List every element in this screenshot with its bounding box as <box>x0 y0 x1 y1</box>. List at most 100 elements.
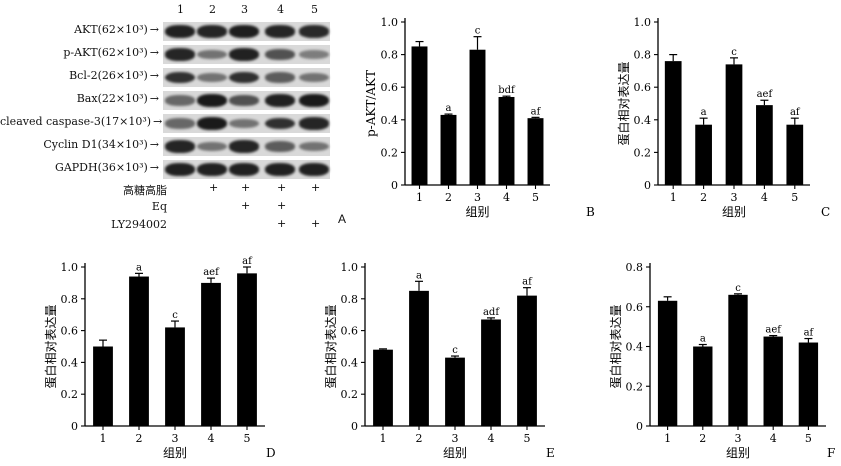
treatment-mark: + <box>311 181 321 194</box>
x-tick-label: 3 <box>731 191 738 204</box>
bar <box>693 346 713 426</box>
y-axis-label: p-AKT/AKT <box>364 70 378 137</box>
y-tick-label: 0.2 <box>61 388 79 401</box>
treatment-label: 高糖高脂 <box>123 184 167 197</box>
x-tick-label: 3 <box>474 191 481 204</box>
lane-number: 1 <box>177 3 184 16</box>
y-tick-label: 0.8 <box>381 49 399 62</box>
bar <box>798 342 819 426</box>
blot-band <box>229 163 259 176</box>
treatment-mark: + <box>311 217 321 230</box>
x-tick-label: 5 <box>244 432 251 445</box>
x-tick-label: 2 <box>416 432 423 445</box>
x-tick-label: 4 <box>208 432 215 445</box>
y-tick-label: 0.4 <box>381 114 399 127</box>
x-tick-label: 4 <box>770 432 777 445</box>
bar <box>469 49 486 186</box>
x-tick-label: 1 <box>380 432 387 445</box>
x-axis-label: 组别 <box>443 446 467 460</box>
significance-label: a <box>700 334 706 345</box>
x-tick-label: 1 <box>416 191 423 204</box>
treatment-label: LY294002 <box>111 218 167 231</box>
bar <box>657 300 678 426</box>
blot-band <box>265 72 295 83</box>
significance-label: af <box>790 107 801 118</box>
x-tick-label: 1 <box>100 432 107 445</box>
x-axis-label: 组别 <box>163 446 187 460</box>
treatment-mark: + <box>277 217 287 230</box>
y-tick-label: 0.8 <box>634 49 652 62</box>
significance-label: a <box>136 262 142 273</box>
bar <box>165 327 185 426</box>
bar-chart-c: 0 0.2 0.4 0.6 0.8 1.0 1 2 a 3 c 4 aef 5 af 组别 蛋白相对表达量 C <box>616 16 830 219</box>
blot-band <box>299 117 329 130</box>
bar <box>201 282 221 426</box>
blot-band <box>197 117 227 130</box>
y-tick-label: 0.4 <box>626 341 644 354</box>
y-tick-label: 1.0 <box>634 16 652 29</box>
blot-row-label: Bax(22×10³) → <box>0 92 159 105</box>
x-tick-label: 2 <box>136 432 143 445</box>
treatment-mark: + <box>277 181 287 194</box>
significance-label: bdf <box>498 85 516 96</box>
lane-number: 5 <box>311 3 318 16</box>
bar <box>756 105 773 185</box>
y-tick-label: 0.6 <box>634 81 652 94</box>
blot-row-label-text: AKT(62×10³) <box>74 23 148 36</box>
blot-band <box>265 25 295 38</box>
arrow-right-icon: → <box>149 46 159 59</box>
bar <box>498 96 515 185</box>
blot-band <box>197 49 227 60</box>
treatment-label: Eq <box>151 200 167 213</box>
blot-band <box>197 94 227 107</box>
blot-band <box>229 71 259 84</box>
significance-label: c <box>731 47 737 58</box>
y-tick-label: 1.0 <box>341 261 359 274</box>
significance-label: c <box>172 310 178 321</box>
blot-band <box>165 25 195 38</box>
y-tick-label: 0.2 <box>634 146 652 159</box>
blot-row-label: Cyclin D1(34×10³) → <box>0 138 159 151</box>
significance-label: c <box>452 345 458 356</box>
bar <box>129 276 149 426</box>
y-axis-label: 蛋白相对表达量 <box>616 61 631 145</box>
x-tick-label: 2 <box>699 432 706 445</box>
blot-row-label: GAPDH(36×10³) → <box>0 161 159 174</box>
blot-band <box>299 49 329 60</box>
blot-band <box>165 71 195 84</box>
bar-chart-b: 0 0.2 0.4 0.6 0.8 1.0 1 2 a 3 c 4 bdf 5 af 组别 p-AKT/AKT B <box>364 16 595 219</box>
arrow-right-icon: → <box>149 92 159 105</box>
bar <box>728 294 748 426</box>
blot-row-label: AKT(62×10³) → <box>0 23 159 36</box>
blot-row-label: p-AKT(62×10³) → <box>0 46 159 59</box>
y-tick-label: 0.6 <box>626 301 644 314</box>
x-tick-label: 3 <box>172 432 179 445</box>
y-axis-label: 蛋白相对表达量 <box>323 304 338 388</box>
panel-letter-a: A <box>338 212 347 226</box>
significance-label: af <box>522 277 533 288</box>
significance-label: af <box>804 328 815 339</box>
significance-label: af <box>242 256 253 267</box>
blot-band <box>265 163 295 176</box>
bar <box>411 46 428 186</box>
x-tick-label: 1 <box>670 191 677 204</box>
blot-band <box>229 48 259 61</box>
panel-letter: F <box>827 446 835 460</box>
significance-label: aef <box>203 267 220 278</box>
blot-band <box>299 163 329 176</box>
y-tick-label: 0 <box>71 420 78 433</box>
x-axis-label: 组别 <box>465 205 489 219</box>
treatment-mark: + <box>241 199 251 212</box>
y-tick-label: 0 <box>636 420 643 433</box>
significance-label: c <box>475 26 481 37</box>
x-tick-label: 5 <box>532 191 539 204</box>
x-tick-label: 2 <box>445 191 452 204</box>
x-tick-label: 4 <box>503 191 510 204</box>
bar <box>237 273 257 426</box>
blot-band <box>229 95 259 106</box>
significance-label: aef <box>765 325 782 336</box>
lane-number: 2 <box>209 3 216 16</box>
blot-band <box>165 140 195 153</box>
bar <box>725 64 743 185</box>
